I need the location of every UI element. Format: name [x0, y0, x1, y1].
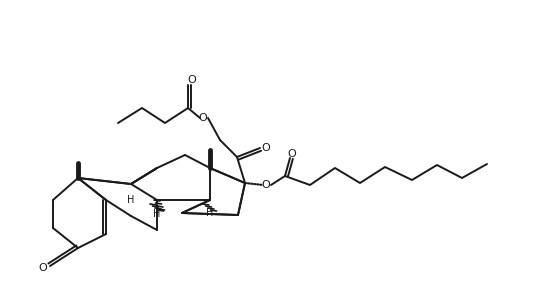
- Text: H: H: [153, 209, 161, 219]
- Text: O: O: [262, 143, 271, 153]
- Text: O: O: [287, 149, 296, 159]
- Text: O: O: [262, 180, 271, 190]
- Text: O: O: [199, 113, 208, 123]
- Text: H: H: [127, 195, 134, 205]
- Text: H: H: [206, 208, 214, 218]
- Text: O: O: [187, 75, 196, 85]
- Text: O: O: [39, 263, 47, 273]
